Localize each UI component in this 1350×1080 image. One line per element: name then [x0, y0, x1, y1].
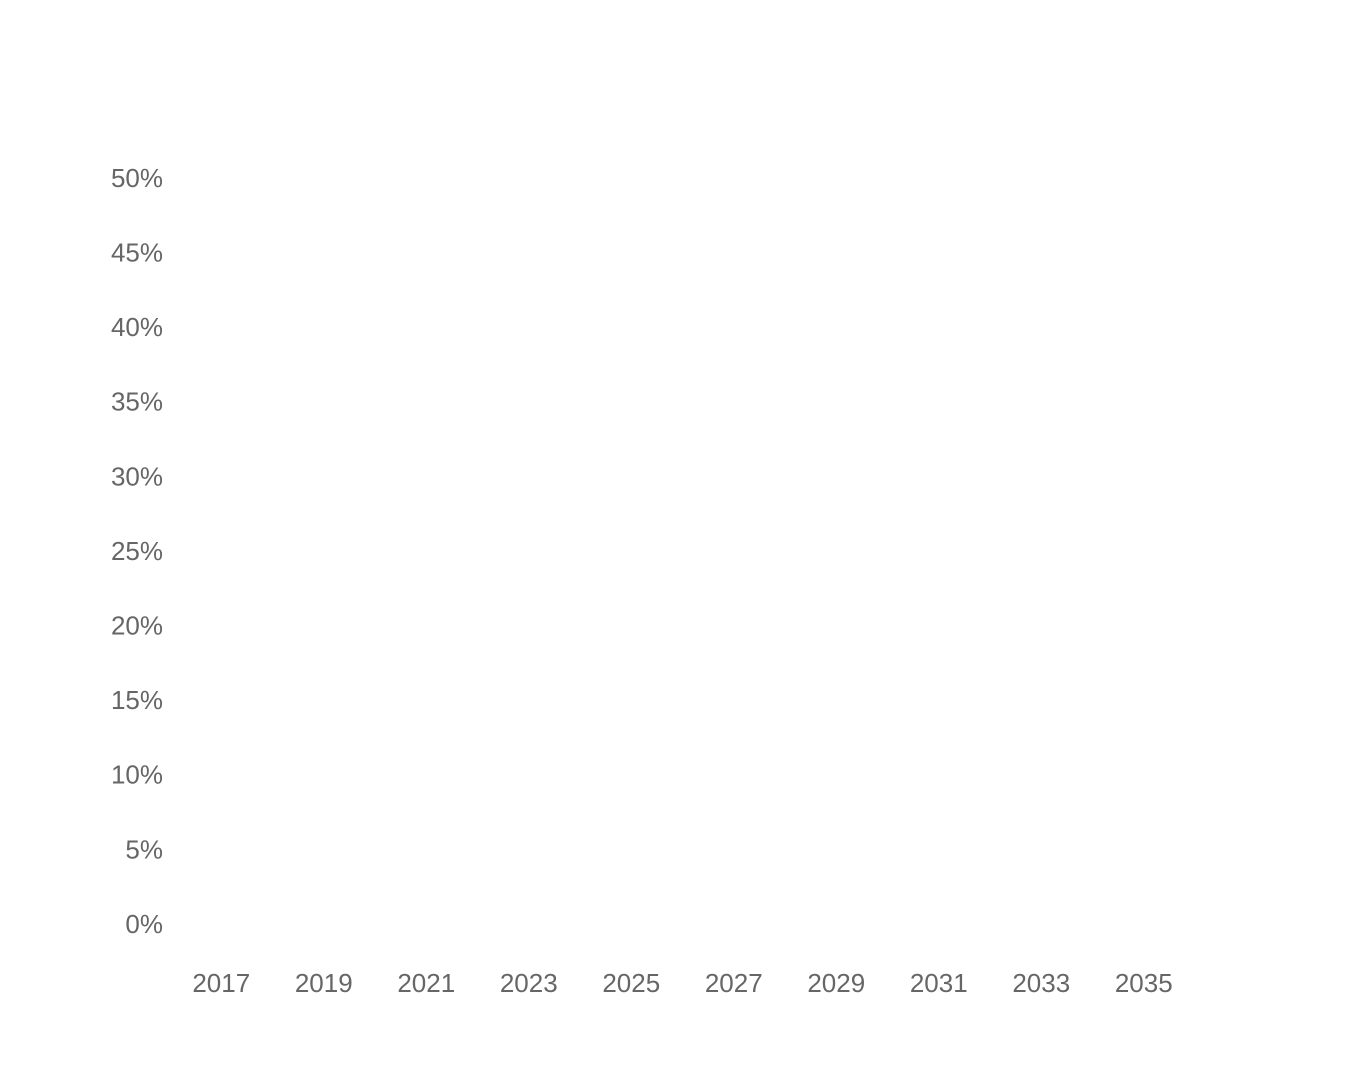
x-tick-label: 2025	[602, 968, 660, 998]
y-tick-label: 15%	[111, 685, 163, 715]
y-tick-label: 35%	[111, 387, 163, 417]
y-tick-label: 0%	[125, 909, 163, 939]
x-tick-label: 2027	[705, 968, 763, 998]
y-tick-label: 20%	[111, 610, 163, 640]
x-tick-label: 2023	[500, 968, 558, 998]
y-tick-label: 40%	[111, 312, 163, 342]
y-tick-label: 25%	[111, 536, 163, 566]
x-tick-label: 2019	[295, 968, 353, 998]
y-tick-label: 30%	[111, 461, 163, 491]
x-tick-label: 2029	[807, 968, 865, 998]
x-tick-label: 2017	[192, 968, 250, 998]
x-tick-label: 2035	[1115, 968, 1173, 998]
y-tick-label: 10%	[111, 760, 163, 790]
y-tick-label: 45%	[111, 237, 163, 267]
x-tick-label: 2021	[397, 968, 455, 998]
x-tick-label: 2031	[910, 968, 968, 998]
x-tick-label: 2033	[1012, 968, 1070, 998]
y-tick-label: 50%	[111, 163, 163, 193]
y-tick-label: 5%	[125, 834, 163, 864]
